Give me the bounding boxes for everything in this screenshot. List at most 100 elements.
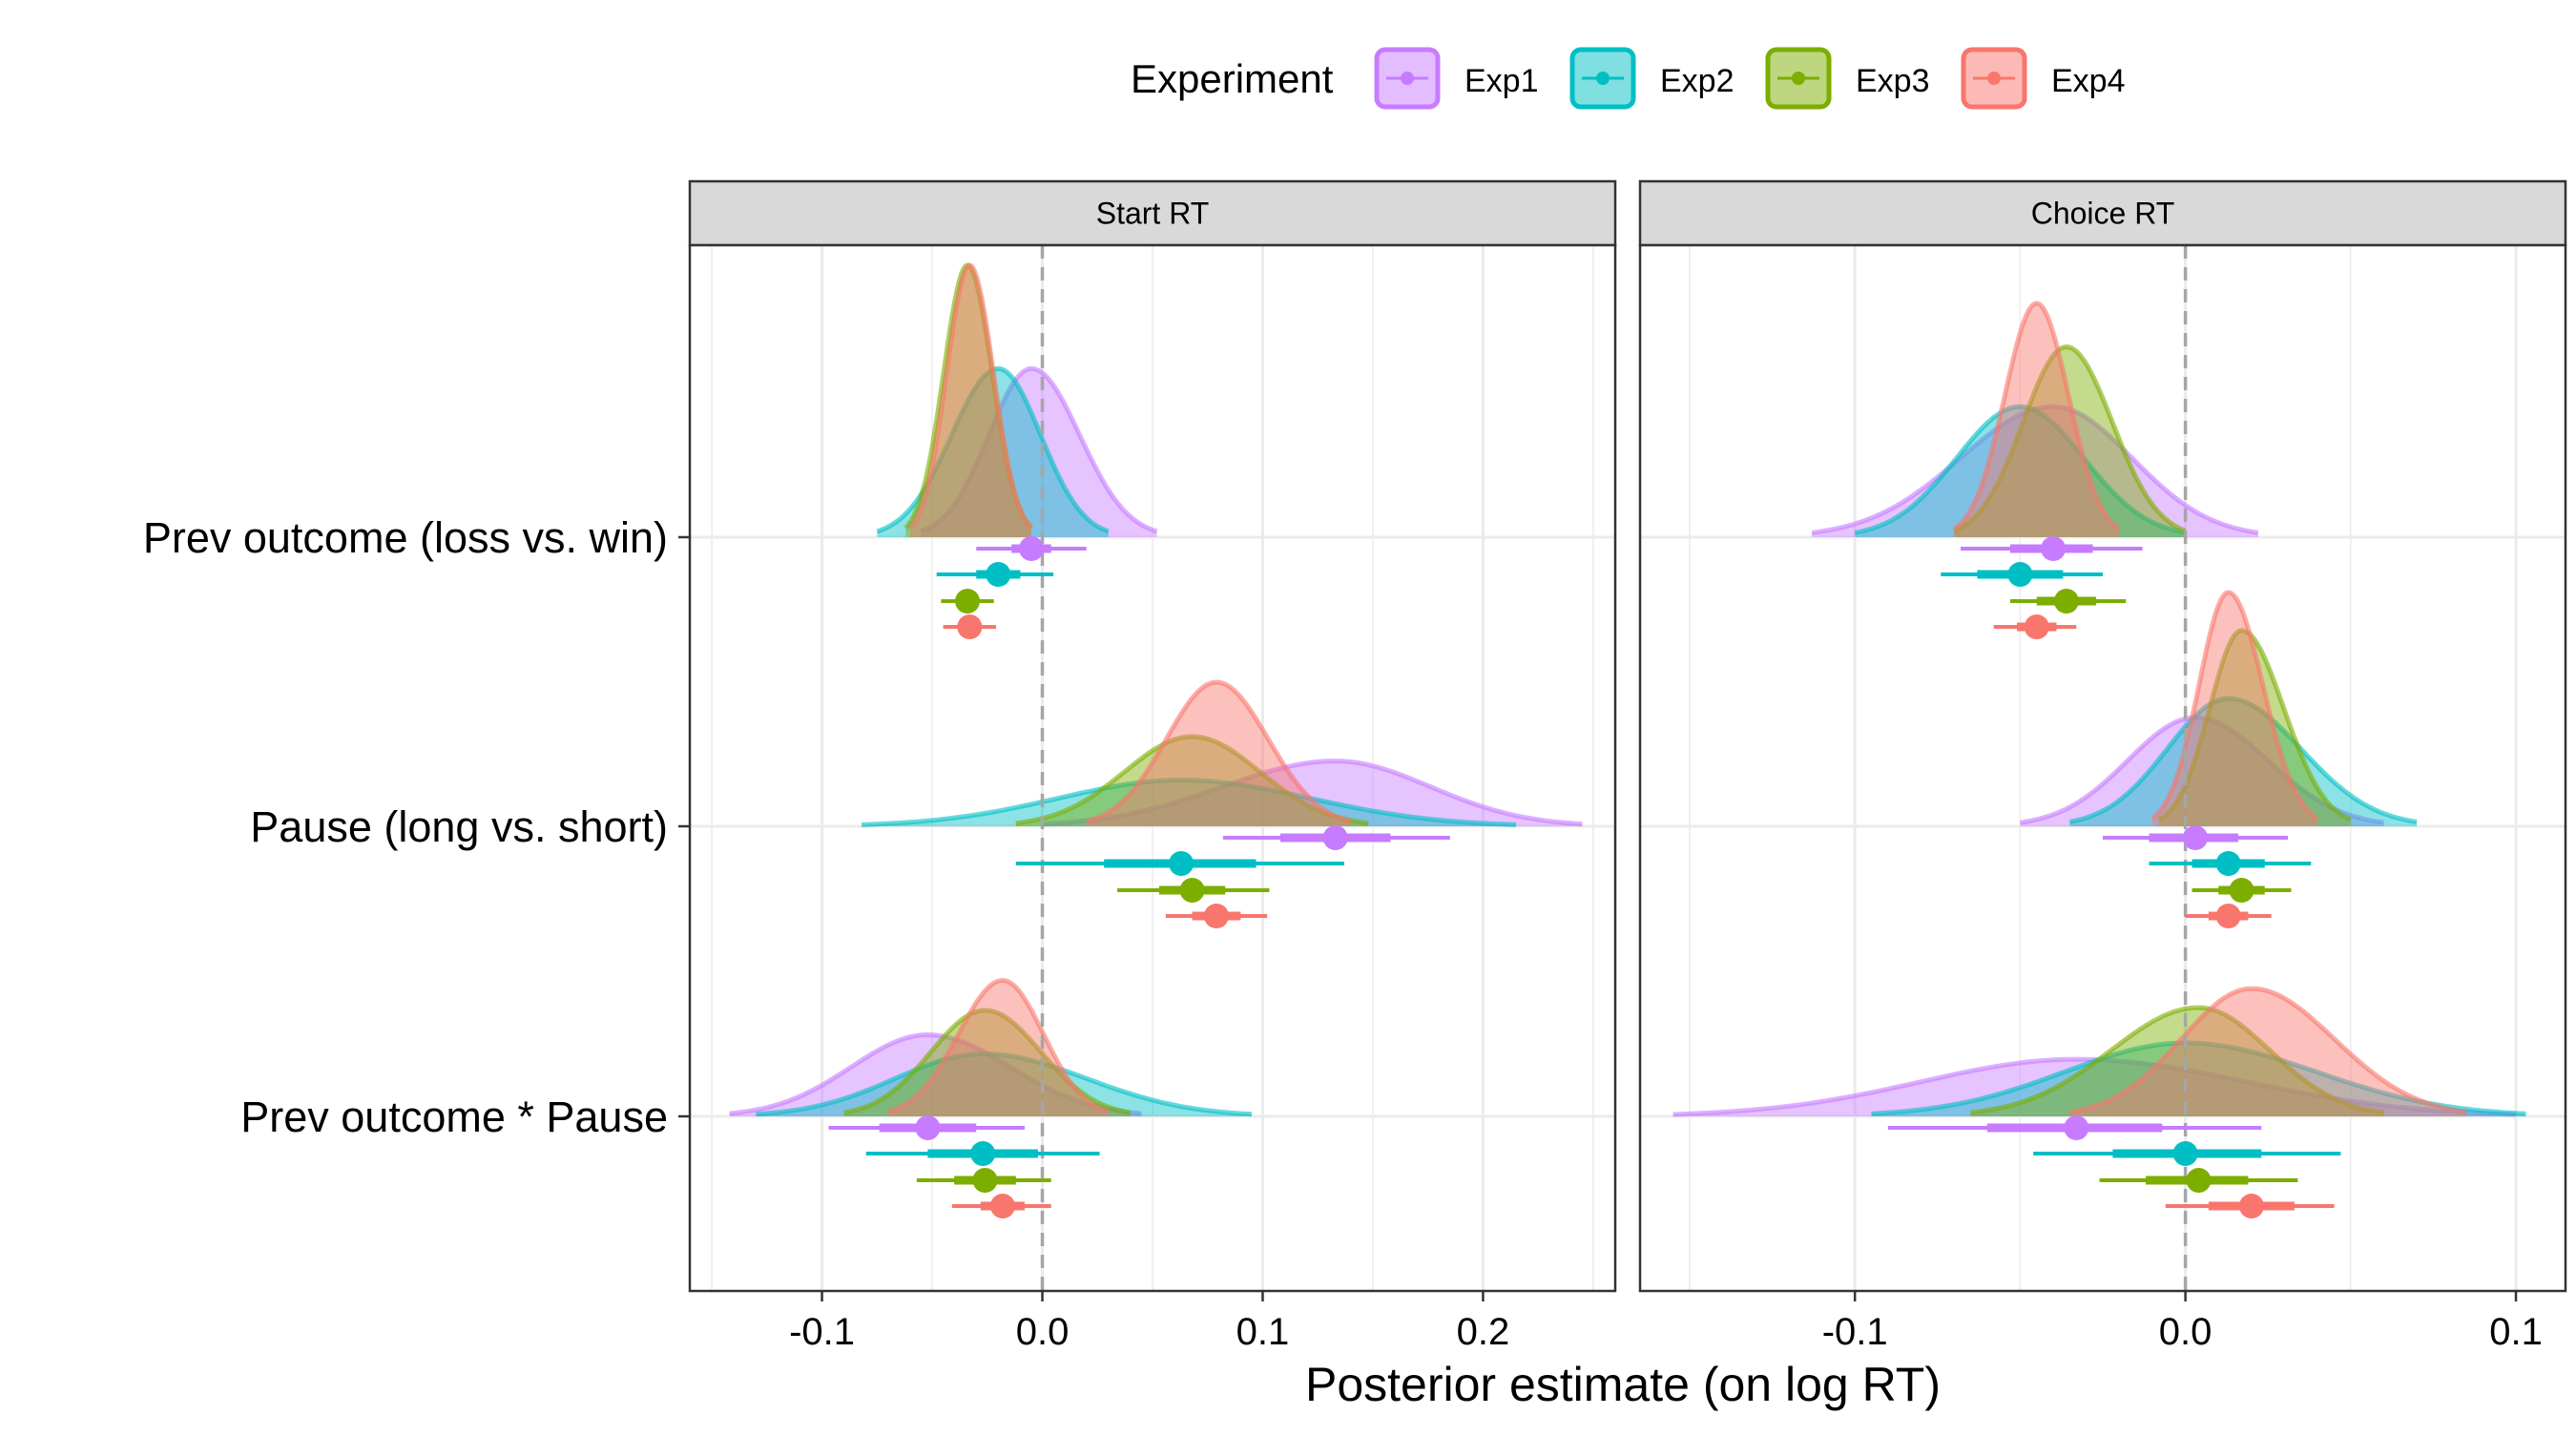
density-exp1 (921, 368, 1157, 537)
x-tick-label: 0.0 (2159, 1311, 2212, 1353)
median-point (955, 589, 980, 614)
interval-exp2 (865, 1141, 1100, 1166)
median-point (2007, 562, 2033, 587)
panel-strip (1638, 179, 2567, 247)
interval-exp1 (828, 1115, 1026, 1140)
legend-key-point (1987, 72, 2001, 85)
density-outline-exp4 (1086, 679, 1352, 824)
median-point (2172, 1141, 2198, 1166)
median-point (1169, 851, 1195, 876)
median-point (989, 1194, 1015, 1218)
median-point (2186, 1168, 2212, 1193)
legend-key-point (1596, 72, 1610, 85)
legend: Experiment Exp1 Exp2 Exp3 Exp4 (1131, 47, 2126, 110)
interval-exp4 (943, 614, 997, 639)
interval-exp3 (2192, 878, 2292, 903)
legend-item-exp3: Exp3 (1765, 47, 1930, 110)
density-exp4 (1086, 682, 1351, 826)
median-point (2238, 1194, 2264, 1218)
density-outline-exp1 (920, 365, 1158, 534)
density-outline-exp1 (1042, 759, 1583, 827)
density-exp3 (1970, 1008, 2384, 1116)
interval-exp4 (2185, 904, 2272, 928)
legend-label-exp2: Exp2 (1660, 63, 1735, 99)
x-axis-title: Posterior estimate (on log RT) (1305, 1358, 1941, 1411)
x-tick-label: 0.1 (1236, 1311, 1290, 1353)
median-point (957, 614, 983, 639)
grid-lines (1640, 245, 2566, 1291)
panel-border (1638, 243, 2567, 1293)
median-point (2064, 1115, 2089, 1140)
median-point (2183, 825, 2208, 850)
interval-exp4 (2165, 1194, 2335, 1218)
x-tick-label: -0.1 (789, 1311, 855, 1353)
panel-border (688, 243, 1617, 1293)
legend-label-exp4: Exp4 (2051, 63, 2126, 99)
density-outline-exp2 (1854, 404, 2187, 535)
y-axis-labels: Prev outcome (loss vs. win) Pause (long v… (143, 513, 690, 1141)
grid-lines (690, 245, 1615, 1291)
density-exp1 (1812, 406, 2258, 537)
interval-exp3 (2010, 589, 2127, 614)
median-point (2024, 614, 2049, 639)
density-outline-exp3 (1015, 734, 1369, 826)
legend-title: Experiment (1131, 56, 1334, 101)
y-tick-label: Prev outcome (loss vs. win) (143, 513, 668, 562)
interval-exp3 (941, 589, 994, 614)
density-exp2 (2069, 698, 2418, 826)
density-exp4 (887, 980, 1109, 1116)
density-exp4 (2069, 989, 2467, 1116)
density-outline-exp3 (1953, 343, 2187, 533)
density-layer (729, 262, 1583, 1117)
interval-exp1 (1961, 536, 2143, 561)
panel-choice-rt: Choice RT -0.1 0.0 0.1 (1638, 179, 2567, 1353)
interval-exp1 (2103, 825, 2288, 850)
density-outline-exp1 (2020, 715, 2384, 825)
density-exp1 (1042, 760, 1583, 826)
density-layer (1672, 301, 2526, 1117)
density-outline-exp2 (862, 778, 1517, 827)
density-exp4 (910, 265, 1031, 537)
panel-title: Start RT (1096, 197, 1210, 231)
interval-layer (828, 536, 1450, 1218)
median-point (972, 1168, 998, 1193)
x-tick-label: -0.1 (1822, 1311, 1888, 1353)
interval-exp4 (1165, 904, 1268, 928)
interval-exp3 (1117, 878, 1270, 903)
interval-exp1 (1887, 1115, 2262, 1140)
panel-title: Choice RT (2031, 197, 2175, 231)
density-outline-exp2 (756, 1051, 1253, 1117)
density-exp4 (1954, 302, 2120, 537)
y-tick-label: Pause (long vs. short) (250, 802, 668, 851)
interval-exp2 (2149, 851, 2312, 876)
density-outline-exp3 (2157, 628, 2352, 822)
interval-layer (1887, 536, 2341, 1218)
legend-key-point (1401, 72, 1414, 85)
density-exp3 (1015, 737, 1369, 826)
legend-item-exp4: Exp4 (1961, 47, 2126, 110)
density-outline-exp4 (887, 977, 1110, 1114)
interval-exp1 (1222, 825, 1450, 850)
interval-exp2 (936, 562, 1054, 587)
interval-exp2 (1015, 851, 1344, 876)
density-exp1 (1672, 1059, 2516, 1116)
x-tick-label: 0.1 (2489, 1311, 2543, 1353)
density-exp2 (877, 368, 1109, 537)
interval-exp3 (916, 1168, 1051, 1193)
density-exp3 (2158, 630, 2351, 826)
legend-item-exp2: Exp2 (1569, 47, 1735, 110)
density-outline-exp2 (2068, 696, 2418, 824)
x-tick-label: 0.0 (1016, 1311, 1070, 1353)
legend-item-exp1: Exp1 (1374, 47, 1539, 110)
median-point (1203, 904, 1229, 928)
interval-exp1 (976, 536, 1087, 561)
median-point (970, 1141, 996, 1166)
median-point (915, 1115, 941, 1140)
legend-label-exp3: Exp3 (1856, 63, 1930, 99)
median-point (2053, 589, 2079, 614)
interval-exp2 (1941, 562, 2103, 587)
median-point (2215, 851, 2241, 876)
median-point (1018, 536, 1044, 561)
